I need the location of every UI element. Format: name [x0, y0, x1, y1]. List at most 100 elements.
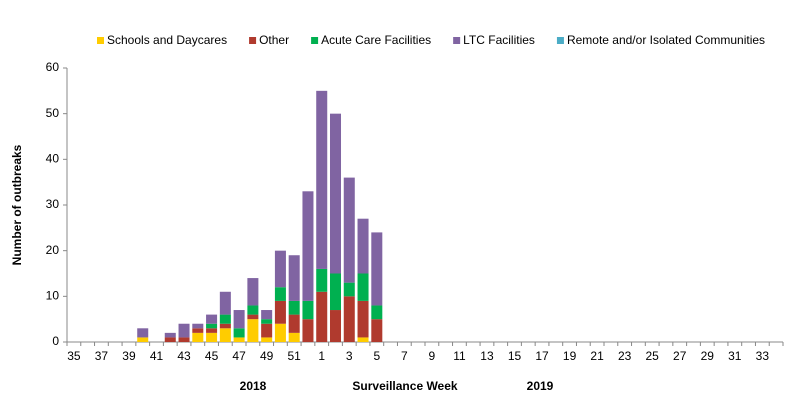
legend-swatch — [311, 37, 319, 44]
bar-segment — [288, 332, 300, 342]
y-tick-label: 0 — [52, 334, 59, 348]
bar-segment — [357, 300, 369, 338]
bar-segment — [302, 191, 314, 301]
bar-segment — [206, 332, 218, 342]
bar-segment — [206, 314, 218, 324]
legend-swatch — [556, 37, 564, 44]
legend-label: Schools and Daycares — [107, 33, 227, 47]
legend-swatch — [453, 37, 461, 44]
bar-segment — [371, 305, 383, 320]
bar-segment — [357, 273, 369, 301]
x-tick-label: 45 — [205, 349, 219, 363]
bar-segment — [219, 314, 231, 324]
bar-segment — [288, 255, 300, 301]
bar-segment — [137, 328, 149, 338]
year-label: 2019 — [527, 379, 554, 393]
bar-segment — [329, 113, 342, 274]
bar-segment — [329, 273, 342, 311]
bar-segment — [288, 314, 300, 333]
bar-segment — [343, 296, 355, 342]
bar-segment — [178, 337, 190, 342]
x-tick-label: 27 — [673, 349, 687, 363]
x-tick-label: 19 — [563, 349, 577, 363]
bar-segment — [302, 319, 314, 342]
bar-segment — [233, 310, 245, 329]
x-tick-label: 39 — [122, 349, 136, 363]
bar-segment — [357, 218, 369, 274]
x-axis-title: Surveillance Week — [352, 379, 457, 393]
bar-segment — [343, 177, 355, 283]
bar-segment — [261, 323, 273, 338]
bar-segment — [206, 323, 218, 329]
legend-label: LTC Facilities — [463, 33, 535, 47]
x-tick-label: 11 — [453, 349, 466, 363]
y-tick-label: 60 — [46, 60, 60, 74]
x-tick-label: 23 — [618, 349, 632, 363]
bar-segment — [192, 328, 204, 333]
x-tick-label: 31 — [728, 349, 742, 363]
y-tick-label: 50 — [46, 106, 60, 120]
y-tick-label: 30 — [46, 197, 60, 211]
y-tick-label: 40 — [46, 152, 60, 166]
x-tick-label: 29 — [701, 349, 715, 363]
y-tick-label: 10 — [46, 289, 60, 303]
bar-segment — [302, 300, 314, 320]
bar-segment — [288, 300, 300, 315]
x-tick-label: 21 — [590, 349, 604, 363]
x-tick-label: 25 — [646, 349, 660, 363]
x-tick-label: 51 — [288, 349, 302, 363]
x-tick-label: 33 — [756, 349, 770, 363]
bar-segment — [247, 278, 259, 306]
bar-segment — [247, 305, 259, 315]
y-tick-label: 20 — [46, 243, 60, 257]
bar-segment — [343, 282, 355, 297]
bar-segment — [233, 337, 245, 342]
x-tick-label: 7 — [401, 349, 408, 363]
bar-segment — [329, 310, 342, 342]
bar-segment — [137, 337, 149, 342]
x-tick-label: 17 — [535, 349, 549, 363]
legend-label: Acute Care Facilities — [321, 33, 431, 47]
bar-segment — [371, 319, 383, 342]
bar-segment — [274, 250, 286, 288]
x-tick-label: 13 — [480, 349, 494, 363]
x-tick-label: 37 — [95, 349, 109, 363]
bar-segment — [164, 337, 176, 342]
bar-segment — [164, 332, 176, 338]
x-tick-label: 5 — [373, 349, 380, 363]
x-tick-label: 9 — [429, 349, 436, 363]
legend-swatch — [249, 37, 257, 44]
bar-segment — [192, 332, 204, 342]
bar-segment — [233, 328, 245, 338]
bar-segment — [316, 90, 328, 269]
bar-segment — [274, 287, 286, 301]
x-tick-label: 49 — [260, 349, 274, 363]
bar-segment — [316, 268, 328, 292]
bar-segment — [274, 323, 286, 342]
x-tick-label: 41 — [150, 349, 164, 363]
legend-label: Other — [259, 33, 289, 47]
bar-segment — [274, 300, 286, 324]
bar-segment — [192, 323, 204, 329]
bar-segment — [371, 232, 383, 306]
x-tick-label: 1 — [318, 349, 325, 363]
bar-segment — [219, 328, 231, 342]
bar-segment — [261, 310, 273, 320]
bar-segment — [219, 291, 231, 315]
bar-segment — [261, 319, 273, 324]
x-tick-label: 35 — [67, 349, 81, 363]
bar-segment — [178, 323, 190, 338]
x-tick-label: 43 — [177, 349, 191, 363]
x-tick-label: 47 — [232, 349, 246, 363]
legend-label: Remote and/or Isolated Communities — [567, 33, 765, 47]
x-tick-label: 15 — [508, 349, 522, 363]
x-tick-label: 3 — [346, 349, 353, 363]
y-axis-title: Number of outbreaks — [10, 144, 24, 265]
bar-segment — [316, 291, 328, 342]
bar-segment — [247, 319, 259, 342]
bar-segment — [219, 323, 231, 329]
bar-segment — [357, 337, 369, 342]
bar-segment — [261, 337, 273, 342]
